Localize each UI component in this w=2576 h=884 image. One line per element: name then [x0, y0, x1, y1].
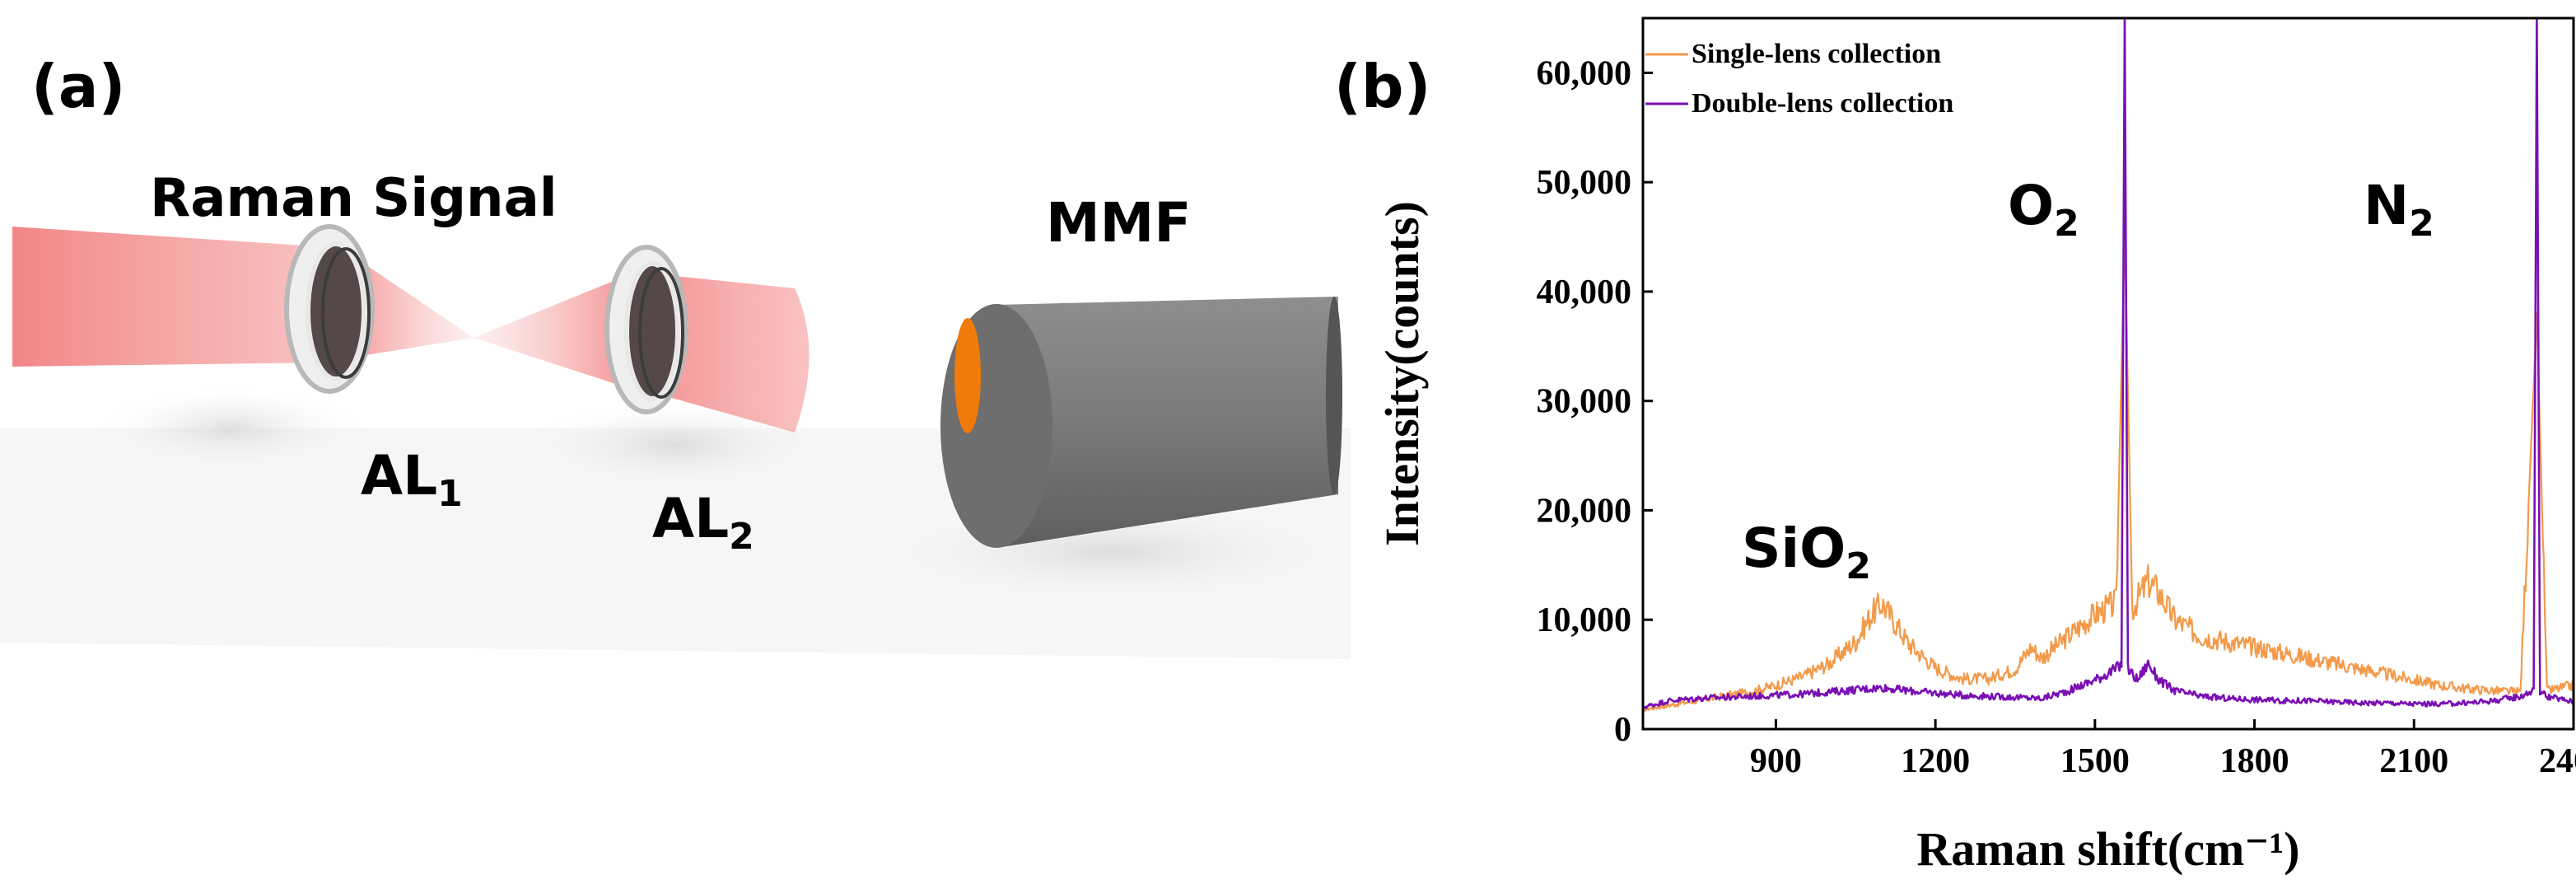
- plot-area: [1643, 18, 2574, 729]
- legend-label-double: Double-lens collection: [1692, 88, 1953, 119]
- y-tick-label: 30,000: [1537, 383, 1632, 421]
- y-tick-label: 20,000: [1537, 492, 1632, 530]
- x-tick-label: 900: [1750, 742, 1802, 780]
- fiber-tip: [954, 318, 981, 433]
- y-tick-label: 60,000: [1537, 54, 1632, 92]
- al1-label: AL1: [361, 444, 463, 515]
- incoming-beam: [12, 227, 329, 367]
- al2-label: AL2: [652, 487, 754, 558]
- y-tick-label: 40,000: [1537, 274, 1632, 311]
- lens1-shadow: [82, 383, 379, 474]
- axes-layer: 900 1200 1500 1800 2100 2400 0 10,000 20,000 30,0…: [1375, 16, 2576, 876]
- y-tick-label: 10,000: [1537, 601, 1632, 639]
- series-single-lens: [1642, 225, 2575, 713]
- panel-a-label: (a): [31, 52, 125, 121]
- y-tick-label: 50,000: [1537, 164, 1632, 202]
- x-tick-label: 1800: [2220, 742, 2289, 780]
- x-tick-label: 2400: [2539, 742, 2576, 780]
- x-axis-label: Raman shift(cm⁻¹): [1916, 822, 2299, 876]
- legend-label-single: Single-lens collection: [1692, 39, 1941, 69]
- series-layer: [1641, 16, 2575, 713]
- x-tick-label: 1500: [2060, 742, 2130, 780]
- y-tick-label: 0: [1614, 711, 1631, 749]
- raman-spectrum-chart: (b) 900 1200 1500 1800 2100 2400 0 10,000 20,000…: [1334, 16, 2576, 876]
- lens-al1: [284, 224, 375, 394]
- x-tick-label: 2100: [2379, 742, 2448, 780]
- plot-background: [1643, 18, 2574, 729]
- x-tick-label: 1200: [1901, 742, 1970, 780]
- series-double-lens: [1641, 16, 2575, 709]
- lens-al2: [604, 245, 688, 414]
- setup-illustration: (a) Raman Signal MMF AL1 AL2: [12, 52, 1351, 610]
- raman-signal-label: Raman Signal: [150, 168, 558, 229]
- panel-b-label: (b): [1334, 52, 1430, 121]
- o2-annotation: O2: [2008, 174, 2079, 245]
- diverging-cone: [474, 276, 626, 387]
- sio2-annotation: SiO2: [1742, 517, 1871, 587]
- fiber-mmf: [940, 297, 1342, 548]
- y-axis-label: Intensity(counts): [1375, 201, 1429, 546]
- axis-frame: [1641, 16, 2575, 731]
- mmf-label: MMF: [1046, 191, 1191, 255]
- n2-annotation: N2: [2364, 174, 2434, 245]
- focusing-cone: [346, 251, 474, 358]
- legend: Single-lens collection Double-lens colle…: [1645, 39, 1953, 119]
